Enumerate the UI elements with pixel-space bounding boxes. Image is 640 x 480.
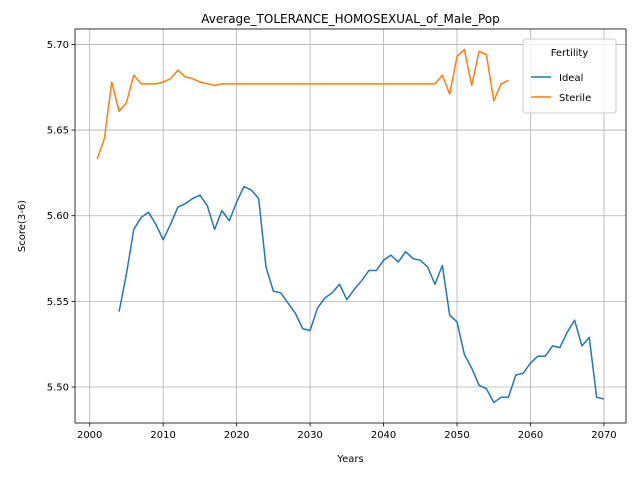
series-line-ideal xyxy=(119,187,604,403)
legend-label-ideal: Ideal xyxy=(559,73,583,84)
series-line-sterile xyxy=(97,50,508,160)
x-tick-label: 2010 xyxy=(150,430,175,441)
x-axis: 2000 2010 2020 2030 2040 2050 2060 2070 xyxy=(77,423,617,441)
y-tick-label: 5.50 xyxy=(47,383,69,394)
y-tick-label: 5.60 xyxy=(47,211,69,222)
y-axis: 5.50 5.55 5.60 5.65 5.70 xyxy=(47,40,75,394)
y-tick-label: 5.65 xyxy=(47,126,69,137)
y-tick-label: 5.70 xyxy=(47,40,69,51)
x-tick-label: 2030 xyxy=(297,430,322,441)
legend-title: Fertility xyxy=(551,48,589,59)
y-tick-label: 5.55 xyxy=(47,297,69,308)
chart-title: Average_TOLERANCE_HOMOSEXUAL_of_Male_Pop xyxy=(201,12,499,26)
x-tick-label: 2070 xyxy=(591,430,616,441)
legend: Fertility Ideal Sterile xyxy=(523,39,616,113)
x-tick-label: 2060 xyxy=(518,430,543,441)
x-tick-label: 2050 xyxy=(444,430,469,441)
legend-label-sterile: Sterile xyxy=(559,93,591,104)
x-tick-label: 2020 xyxy=(224,430,249,441)
x-tick-label: 2000 xyxy=(77,430,102,441)
y-axis-title: Score(3-6) xyxy=(17,200,28,252)
x-tick-label: 2040 xyxy=(371,430,396,441)
x-axis-title: Years xyxy=(336,454,363,465)
